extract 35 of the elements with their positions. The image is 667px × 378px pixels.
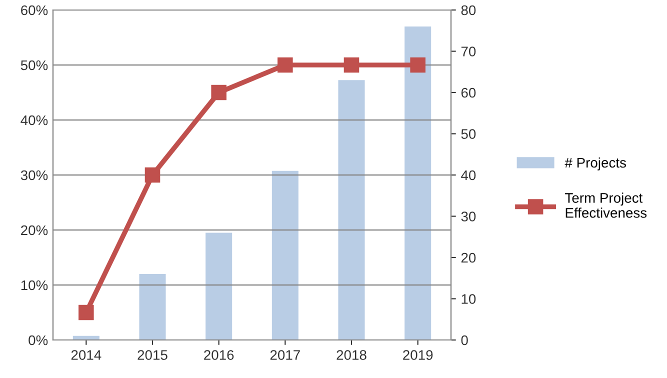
y-tick-label: 0%: [28, 335, 48, 346]
point: [144, 167, 160, 183]
x-tick-label: 2014: [71, 350, 102, 360]
point: [344, 57, 360, 73]
y2-tick-label: 70: [461, 46, 476, 56]
y2-tick-label: 50: [461, 129, 476, 139]
x-tick-label: 2019: [403, 350, 433, 360]
y-tick-label: 50%: [20, 60, 48, 70]
y2-tick-label: 30: [461, 212, 476, 222]
bar: [338, 80, 365, 340]
bar: [139, 274, 166, 340]
legend-label: # Projects: [564, 157, 626, 170]
x-tick-label: 2016: [204, 350, 234, 360]
y-tick-label: 40%: [20, 115, 48, 126]
bar: [404, 26, 432, 340]
y-tick-label: 30%: [20, 170, 48, 180]
point: [78, 304, 94, 320]
y2-tick-label: 60: [461, 88, 476, 98]
y2-tick-label: 20: [461, 252, 476, 263]
point: [211, 84, 226, 100]
x-tick-label: 2018: [336, 350, 366, 360]
y2-tick-label: 0: [461, 335, 468, 346]
y2-tick-label: 10: [462, 294, 476, 304]
bar: [272, 170, 298, 340]
y2-tick-label: 40: [461, 170, 476, 180]
x-tick-label: 2017: [270, 350, 300, 360]
legend-label: Term Project Effectiveness: [565, 192, 647, 218]
y-tick-label: 20%: [21, 225, 48, 236]
point: [278, 57, 293, 73]
x-tick-label: 2015: [138, 350, 168, 360]
y2-tick-label: 80: [461, 5, 476, 16]
y-tick-label: 60%: [21, 5, 48, 16]
bar: [206, 232, 232, 340]
point: [410, 57, 426, 73]
y-tick-label: 10%: [21, 280, 48, 290]
